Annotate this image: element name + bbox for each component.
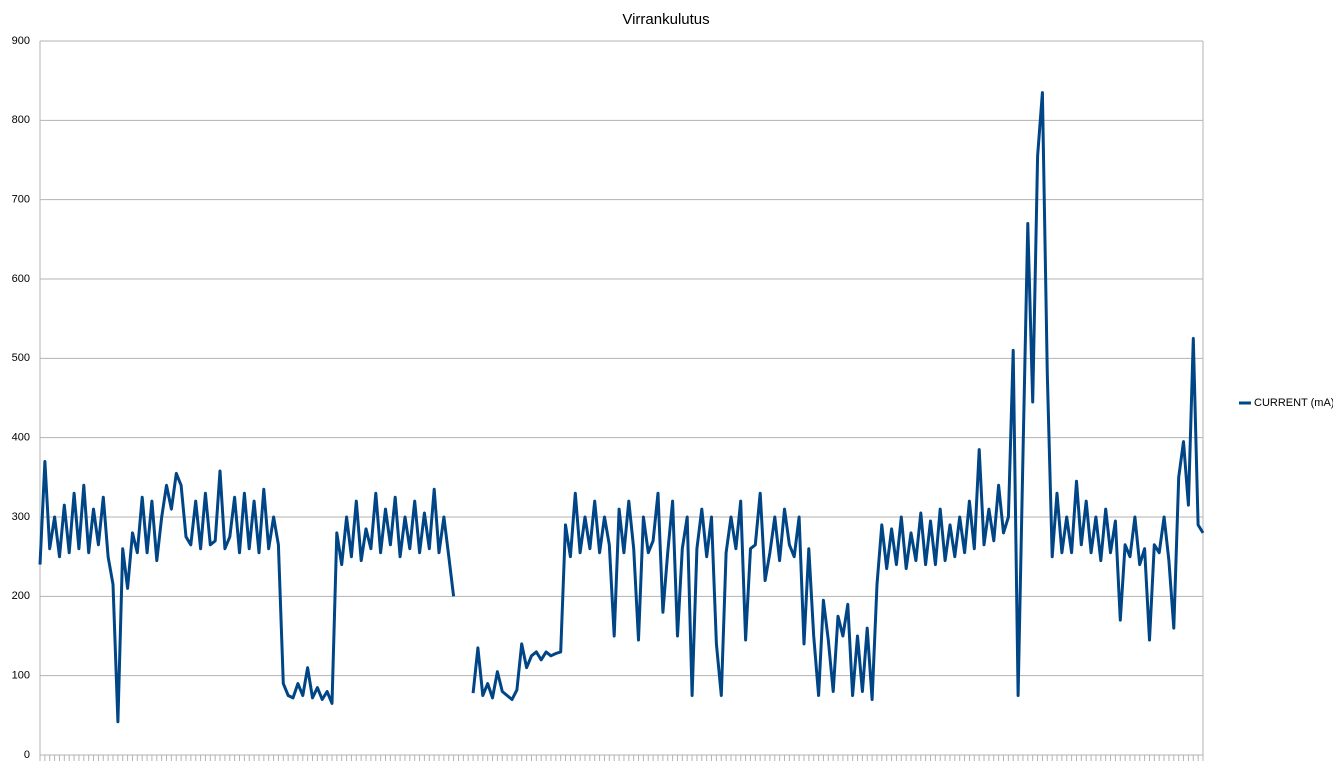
legend-label: CURRENT (mA) bbox=[1254, 397, 1333, 409]
y-tick-label: 100 bbox=[12, 670, 30, 682]
y-tick-label: 800 bbox=[12, 114, 30, 126]
y-tick-label: 500 bbox=[12, 352, 30, 364]
y-tick-label: 300 bbox=[12, 511, 30, 523]
data-line bbox=[38, 91, 1205, 724]
y-tick-label: 900 bbox=[12, 35, 30, 47]
y-tick-label: 600 bbox=[12, 273, 30, 285]
chart-title: Virrankulutus bbox=[622, 11, 709, 28]
y-tick-label: 0 bbox=[24, 749, 30, 761]
y-tick-label: 200 bbox=[12, 590, 30, 602]
y-tick-label: 700 bbox=[12, 194, 30, 206]
y-tick-label: 400 bbox=[12, 432, 30, 444]
